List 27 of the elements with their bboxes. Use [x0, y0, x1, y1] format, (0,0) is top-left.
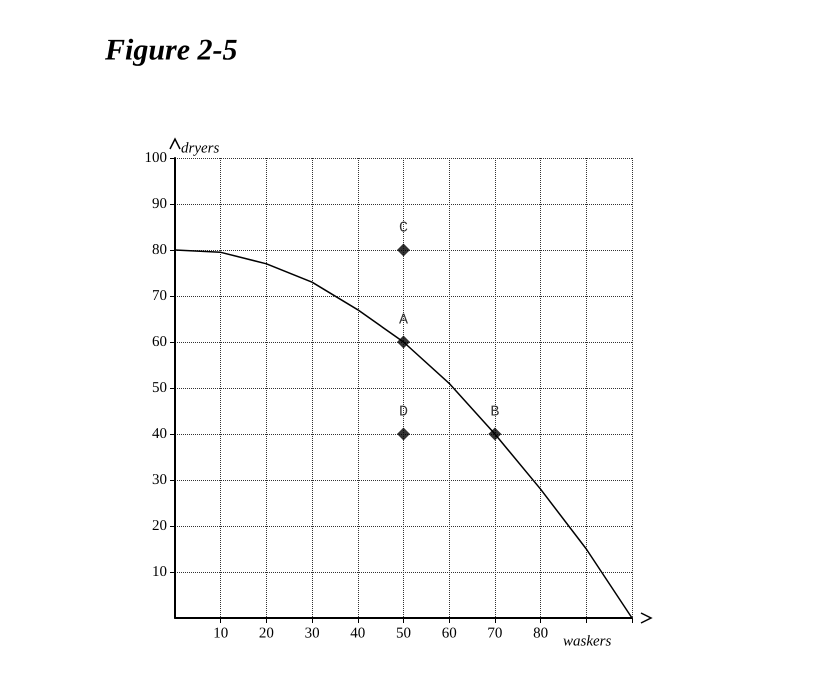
- y-tick-label: 90: [152, 196, 167, 212]
- y-tick-label: 40: [152, 426, 167, 442]
- y-tick-label: 20: [152, 518, 167, 534]
- x-tick-label: 80: [533, 626, 548, 642]
- y-tick-label: 60: [152, 334, 167, 350]
- x-tick-label: 20: [258, 626, 274, 642]
- x-tick-label: 60: [442, 626, 457, 642]
- y-tick-label: 80: [152, 242, 167, 258]
- y-tick-label: 30: [152, 472, 167, 488]
- x-axis-title: waskers: [563, 634, 612, 650]
- data-label: D: [398, 404, 408, 420]
- y-tick-label: 50: [152, 380, 167, 396]
- x-tick-label: 50: [396, 626, 411, 642]
- point: [397, 428, 410, 440]
- data-label: B: [490, 404, 500, 420]
- y-tick-label: 70: [152, 288, 167, 304]
- y-axis-title: dryers: [181, 140, 220, 156]
- x-tick-label: 40: [350, 626, 366, 642]
- chart-title: Figure 2-5: [104, 34, 238, 66]
- data-label: A: [398, 312, 408, 328]
- x-tick-label: 70: [487, 626, 502, 642]
- point: [397, 244, 410, 256]
- data-label: C: [398, 220, 408, 236]
- x-tick-label: 30: [304, 626, 320, 642]
- y-tick-label: 100: [144, 150, 167, 166]
- x-tick-label: 10: [213, 626, 228, 642]
- y-tick-label: 10: [152, 564, 167, 580]
